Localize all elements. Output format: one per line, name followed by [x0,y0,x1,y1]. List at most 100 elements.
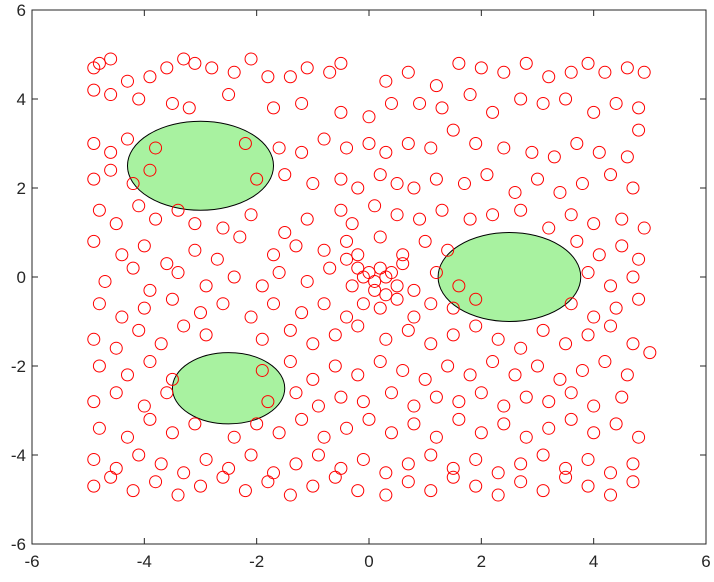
data-point-319 [469,479,483,493]
data-point-55 [272,141,286,155]
data-point-277 [87,452,101,466]
data-point-59 [362,137,376,150]
x-tick-label-5: 4 [589,552,598,571]
data-point-137 [126,261,140,275]
data-point-69 [592,145,606,159]
data-point-162 [452,279,466,293]
data-point-92 [626,181,640,195]
data-point-266 [407,417,421,431]
data-point-251 [587,399,601,413]
data-point-163 [581,266,595,280]
data-point-72 [87,172,101,186]
y-tick-label-1: -4 [11,446,26,465]
data-point-165 [626,270,640,284]
data-point-43 [486,105,500,119]
data-point-2 [87,61,101,75]
data-point-252 [615,390,629,404]
data-point-267 [429,430,443,444]
data-point-247 [497,399,511,413]
data-point-228 [531,359,544,373]
data-point-136 [98,274,112,288]
data-point-209 [604,319,618,333]
data-point-30 [104,88,118,102]
data-point-282 [199,452,213,466]
data-point-212 [92,359,106,373]
data-point-320 [491,488,505,502]
data-point-121 [188,243,202,257]
data-point-292 [424,448,438,462]
data-point-265 [384,426,398,440]
data-point-179 [390,292,404,306]
data-point-312 [306,479,320,493]
data-point-183 [469,292,483,306]
data-point-68 [570,137,584,150]
data-point-192 [177,319,191,333]
y-tick-label-6: 6 [17,1,26,20]
data-point-33 [182,101,196,115]
data-point-45 [536,96,550,110]
data-point-306 [171,488,185,502]
data-point-169 [165,292,179,306]
data-point-6 [177,52,191,66]
data-point-257 [188,417,202,431]
y-tick-label-0: -6 [11,535,26,554]
data-point-316 [401,475,415,489]
data-point-190 [132,323,146,337]
data-point-187 [632,292,646,306]
data-point-295 [491,466,505,480]
data-point-134 [615,239,629,253]
data-point-142 [255,279,269,293]
data-point-94 [109,217,123,231]
data-point-166 [92,297,106,311]
data-point-102 [300,212,314,226]
data-point-4 [143,70,157,84]
data-point-99 [216,221,230,235]
data-point-155 [368,283,382,297]
data-point-188 [87,332,101,346]
data-point-206 [536,323,550,337]
data-point-146 [340,252,354,266]
data-point-222 [396,363,410,377]
x-tick-label-1: -4 [137,552,152,571]
data-point-46 [559,92,573,106]
data-point-11 [261,70,275,84]
data-point-211 [643,346,657,360]
data-point-80 [351,181,365,195]
data-point-318 [446,470,460,484]
data-point-324 [581,479,595,493]
data-point-39 [384,96,398,110]
data-point-207 [559,337,573,351]
data-point-57 [317,132,331,146]
data-point-194 [255,332,269,346]
data-point-61 [401,137,415,150]
data-point-224 [441,359,455,373]
data-point-63 [446,123,460,137]
data-point-145 [323,261,337,275]
data-point-256 [165,426,179,440]
data-point-253 [92,421,106,435]
data-point-204 [491,332,505,346]
data-point-65 [497,141,511,155]
data-point-274 [587,426,601,440]
data-point-214 [143,355,157,369]
data-point-313 [328,470,342,484]
data-point-293 [446,461,460,475]
data-point-289 [356,452,370,466]
y-tick-label-5: 4 [17,90,26,109]
data-point-50 [87,137,101,150]
data-point-218 [306,372,320,386]
data-point-71 [632,123,646,137]
data-point-189 [109,341,123,355]
data-point-103 [334,203,348,217]
data-point-112 [542,221,556,235]
data-point-93 [92,203,106,217]
data-point-3 [120,74,134,88]
data-point-129 [396,248,410,262]
data-point-79 [334,172,348,186]
data-point-264 [362,412,376,426]
data-point-88 [531,172,544,186]
data-point-238 [289,386,303,400]
data-point-160 [407,283,421,297]
data-point-22 [519,56,533,70]
data-point-242 [384,386,398,400]
